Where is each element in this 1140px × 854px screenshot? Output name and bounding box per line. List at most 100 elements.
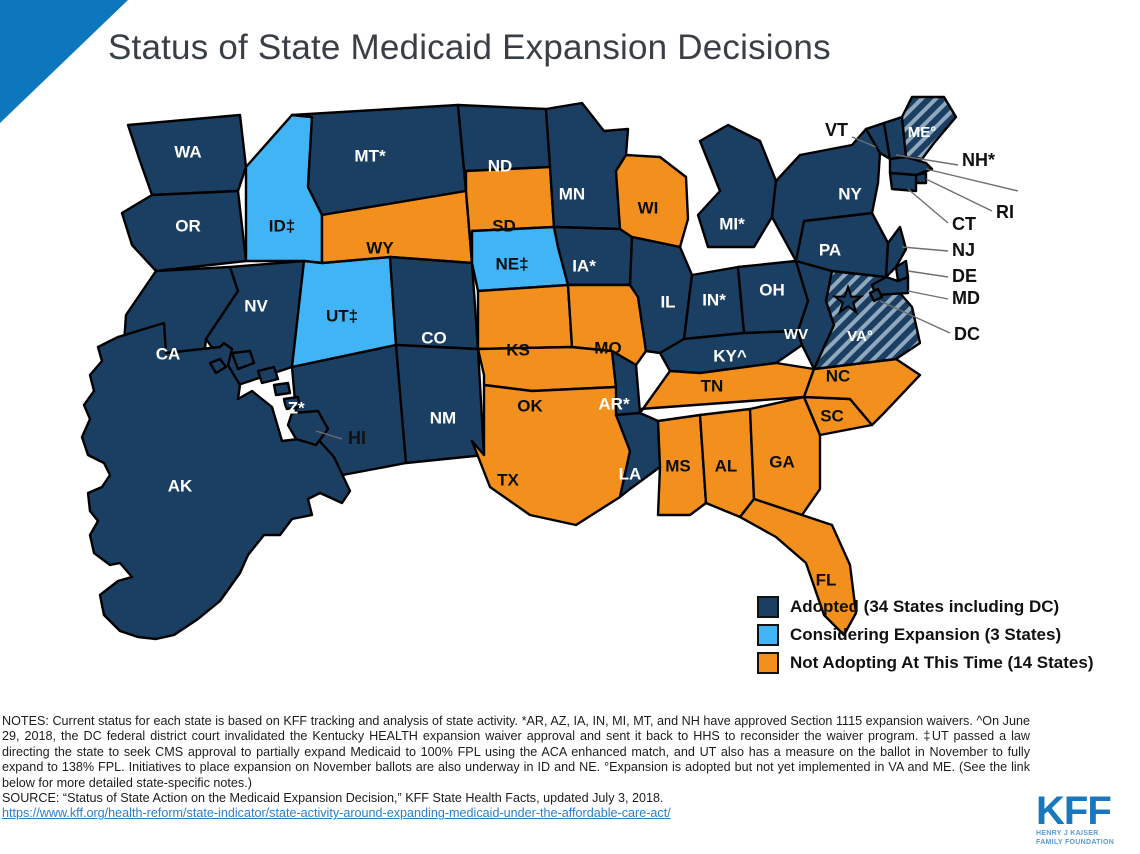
leader-RI bbox=[925, 178, 993, 212]
legend-item-not-adopting[interactable]: Not Adopting At This Time (14 States) bbox=[757, 652, 1094, 674]
leader-MA bbox=[925, 168, 1019, 192]
callout-VT: VT bbox=[825, 120, 848, 140]
legend-swatch-not-adopting bbox=[757, 652, 779, 674]
label-WV: WV bbox=[784, 326, 808, 343]
legend-item-adopted[interactable]: Adopted (34 States including DC) bbox=[757, 596, 1094, 618]
state-TX[interactable] bbox=[470, 383, 632, 527]
state-MI[interactable] bbox=[696, 123, 778, 249]
map-svg: WA OR CA NV ID‡ UT‡ NE‡ MT* WY CO AZ* NM… bbox=[80, 95, 1019, 641]
label-OR: OR bbox=[175, 216, 201, 235]
legend-swatch-adopted bbox=[757, 596, 779, 618]
legend: Adopted (34 States including DC) Conside… bbox=[757, 596, 1094, 680]
label-AR: AR* bbox=[598, 394, 630, 413]
legend-label-considering: Considering Expansion (3 States) bbox=[790, 625, 1062, 644]
state-HI[interactable] bbox=[208, 349, 330, 447]
state-KS[interactable] bbox=[476, 283, 574, 351]
label-IL: IL bbox=[660, 292, 675, 311]
label-MT: MT* bbox=[354, 146, 386, 165]
leader-NJ bbox=[901, 246, 949, 252]
notes-body: NOTES: Current status for each state is … bbox=[2, 714, 1030, 790]
label-KS: KS bbox=[506, 340, 530, 359]
source-link[interactable]: https://www.kff.org/health-reform/state-… bbox=[2, 806, 671, 821]
legend-item-considering[interactable]: Considering Expansion (3 States) bbox=[757, 624, 1094, 646]
callout-HI: HI bbox=[348, 428, 366, 448]
leader-NH bbox=[895, 154, 959, 166]
label-SD: SD bbox=[492, 216, 516, 235]
callout-NJ: NJ bbox=[952, 240, 975, 260]
label-WA: WA bbox=[174, 142, 201, 161]
notes-source: SOURCE: “Status of State Action on the M… bbox=[2, 791, 664, 806]
label-TX: TX bbox=[497, 470, 519, 489]
legend-swatch-considering bbox=[757, 624, 779, 646]
label-OH: OH bbox=[759, 280, 785, 299]
state-RI[interactable] bbox=[914, 171, 928, 185]
kff-wordmark: KFF bbox=[1036, 789, 1112, 833]
us-map: WA OR CA NV ID‡ UT‡ NE‡ MT* WY CO AZ* NM… bbox=[60, 95, 1020, 675]
label-VA: VA° bbox=[847, 328, 873, 345]
label-ND: ND bbox=[488, 156, 513, 175]
label-MN: MN bbox=[559, 184, 585, 203]
label-PA: PA bbox=[819, 240, 841, 259]
callout-MD: MD bbox=[952, 288, 980, 308]
callout-NH: NH* bbox=[962, 150, 995, 170]
kff-logo: KFF HENRY J KAISER FAMILY FOUNDATION bbox=[1036, 789, 1136, 847]
state-CT[interactable] bbox=[888, 171, 918, 193]
state-NY[interactable] bbox=[770, 127, 882, 263]
state-AK[interactable] bbox=[80, 321, 352, 641]
dc-star-icon bbox=[831, 283, 865, 315]
notes-block: NOTES: Current status for each state is … bbox=[2, 714, 1030, 822]
leader-DE bbox=[907, 270, 949, 278]
label-OK: OK bbox=[517, 396, 543, 415]
state-DC[interactable] bbox=[868, 287, 884, 303]
legend-label-not-adopting: Not Adopting At This Time (14 States) bbox=[790, 653, 1094, 672]
leader-VT bbox=[851, 136, 877, 148]
callout-CT: CT bbox=[952, 214, 976, 234]
label-GA: GA bbox=[769, 452, 795, 471]
state-WI[interactable] bbox=[614, 153, 690, 249]
label-NE: NE‡ bbox=[495, 254, 528, 273]
label-MO: MO bbox=[594, 338, 621, 357]
label-IA: IA* bbox=[572, 256, 596, 275]
label-AL: AL bbox=[715, 456, 738, 475]
label-WI: WI bbox=[638, 198, 659, 217]
legend-label-adopted: Adopted (34 States including DC) bbox=[790, 597, 1060, 616]
corner-accent-triangle bbox=[0, 0, 128, 123]
state-NM[interactable] bbox=[394, 343, 486, 465]
label-NV: NV bbox=[244, 296, 268, 315]
label-ME: ME° bbox=[908, 124, 937, 141]
label-CA: CA bbox=[156, 344, 181, 363]
page-title: Status of State Medicaid Expansion Decis… bbox=[108, 28, 831, 67]
label-WY: WY bbox=[366, 238, 394, 257]
label-AZ: AZ* bbox=[275, 398, 305, 417]
state-LA[interactable] bbox=[614, 411, 662, 499]
label-NC: NC bbox=[826, 366, 851, 385]
label-CO: CO bbox=[421, 328, 447, 347]
label-FL: FL bbox=[816, 570, 837, 589]
state-NJ[interactable] bbox=[884, 225, 908, 279]
callout-DC: DC bbox=[954, 324, 980, 344]
label-IN: IN* bbox=[702, 290, 726, 309]
state-FL[interactable] bbox=[738, 497, 858, 637]
label-MI: MI* bbox=[719, 214, 745, 233]
leader-CT bbox=[907, 188, 949, 224]
label-NM: NM bbox=[430, 408, 456, 427]
state-MD[interactable] bbox=[870, 275, 910, 297]
callout-DE: DE bbox=[952, 266, 977, 286]
kff-tagline-line2: FAMILY FOUNDATION bbox=[1036, 838, 1115, 846]
label-ID: ID‡ bbox=[269, 216, 295, 235]
label-MS: MS bbox=[665, 456, 691, 475]
leader-HI bbox=[315, 430, 343, 440]
callout-RI: RI bbox=[996, 202, 1014, 222]
label-SC: SC bbox=[820, 406, 844, 425]
label-AK: AK bbox=[168, 476, 193, 495]
leader-DC bbox=[879, 300, 951, 334]
label-LA: LA bbox=[619, 464, 642, 483]
state-MN[interactable] bbox=[544, 101, 630, 231]
state-NC[interactable] bbox=[802, 357, 922, 427]
label-KY: KY^ bbox=[713, 346, 747, 365]
label-TN: TN bbox=[701, 376, 724, 395]
state-TN[interactable] bbox=[638, 361, 816, 415]
label-UT: UT‡ bbox=[326, 306, 358, 325]
label-NY: NY bbox=[838, 184, 862, 203]
leader-MD bbox=[907, 290, 949, 300]
